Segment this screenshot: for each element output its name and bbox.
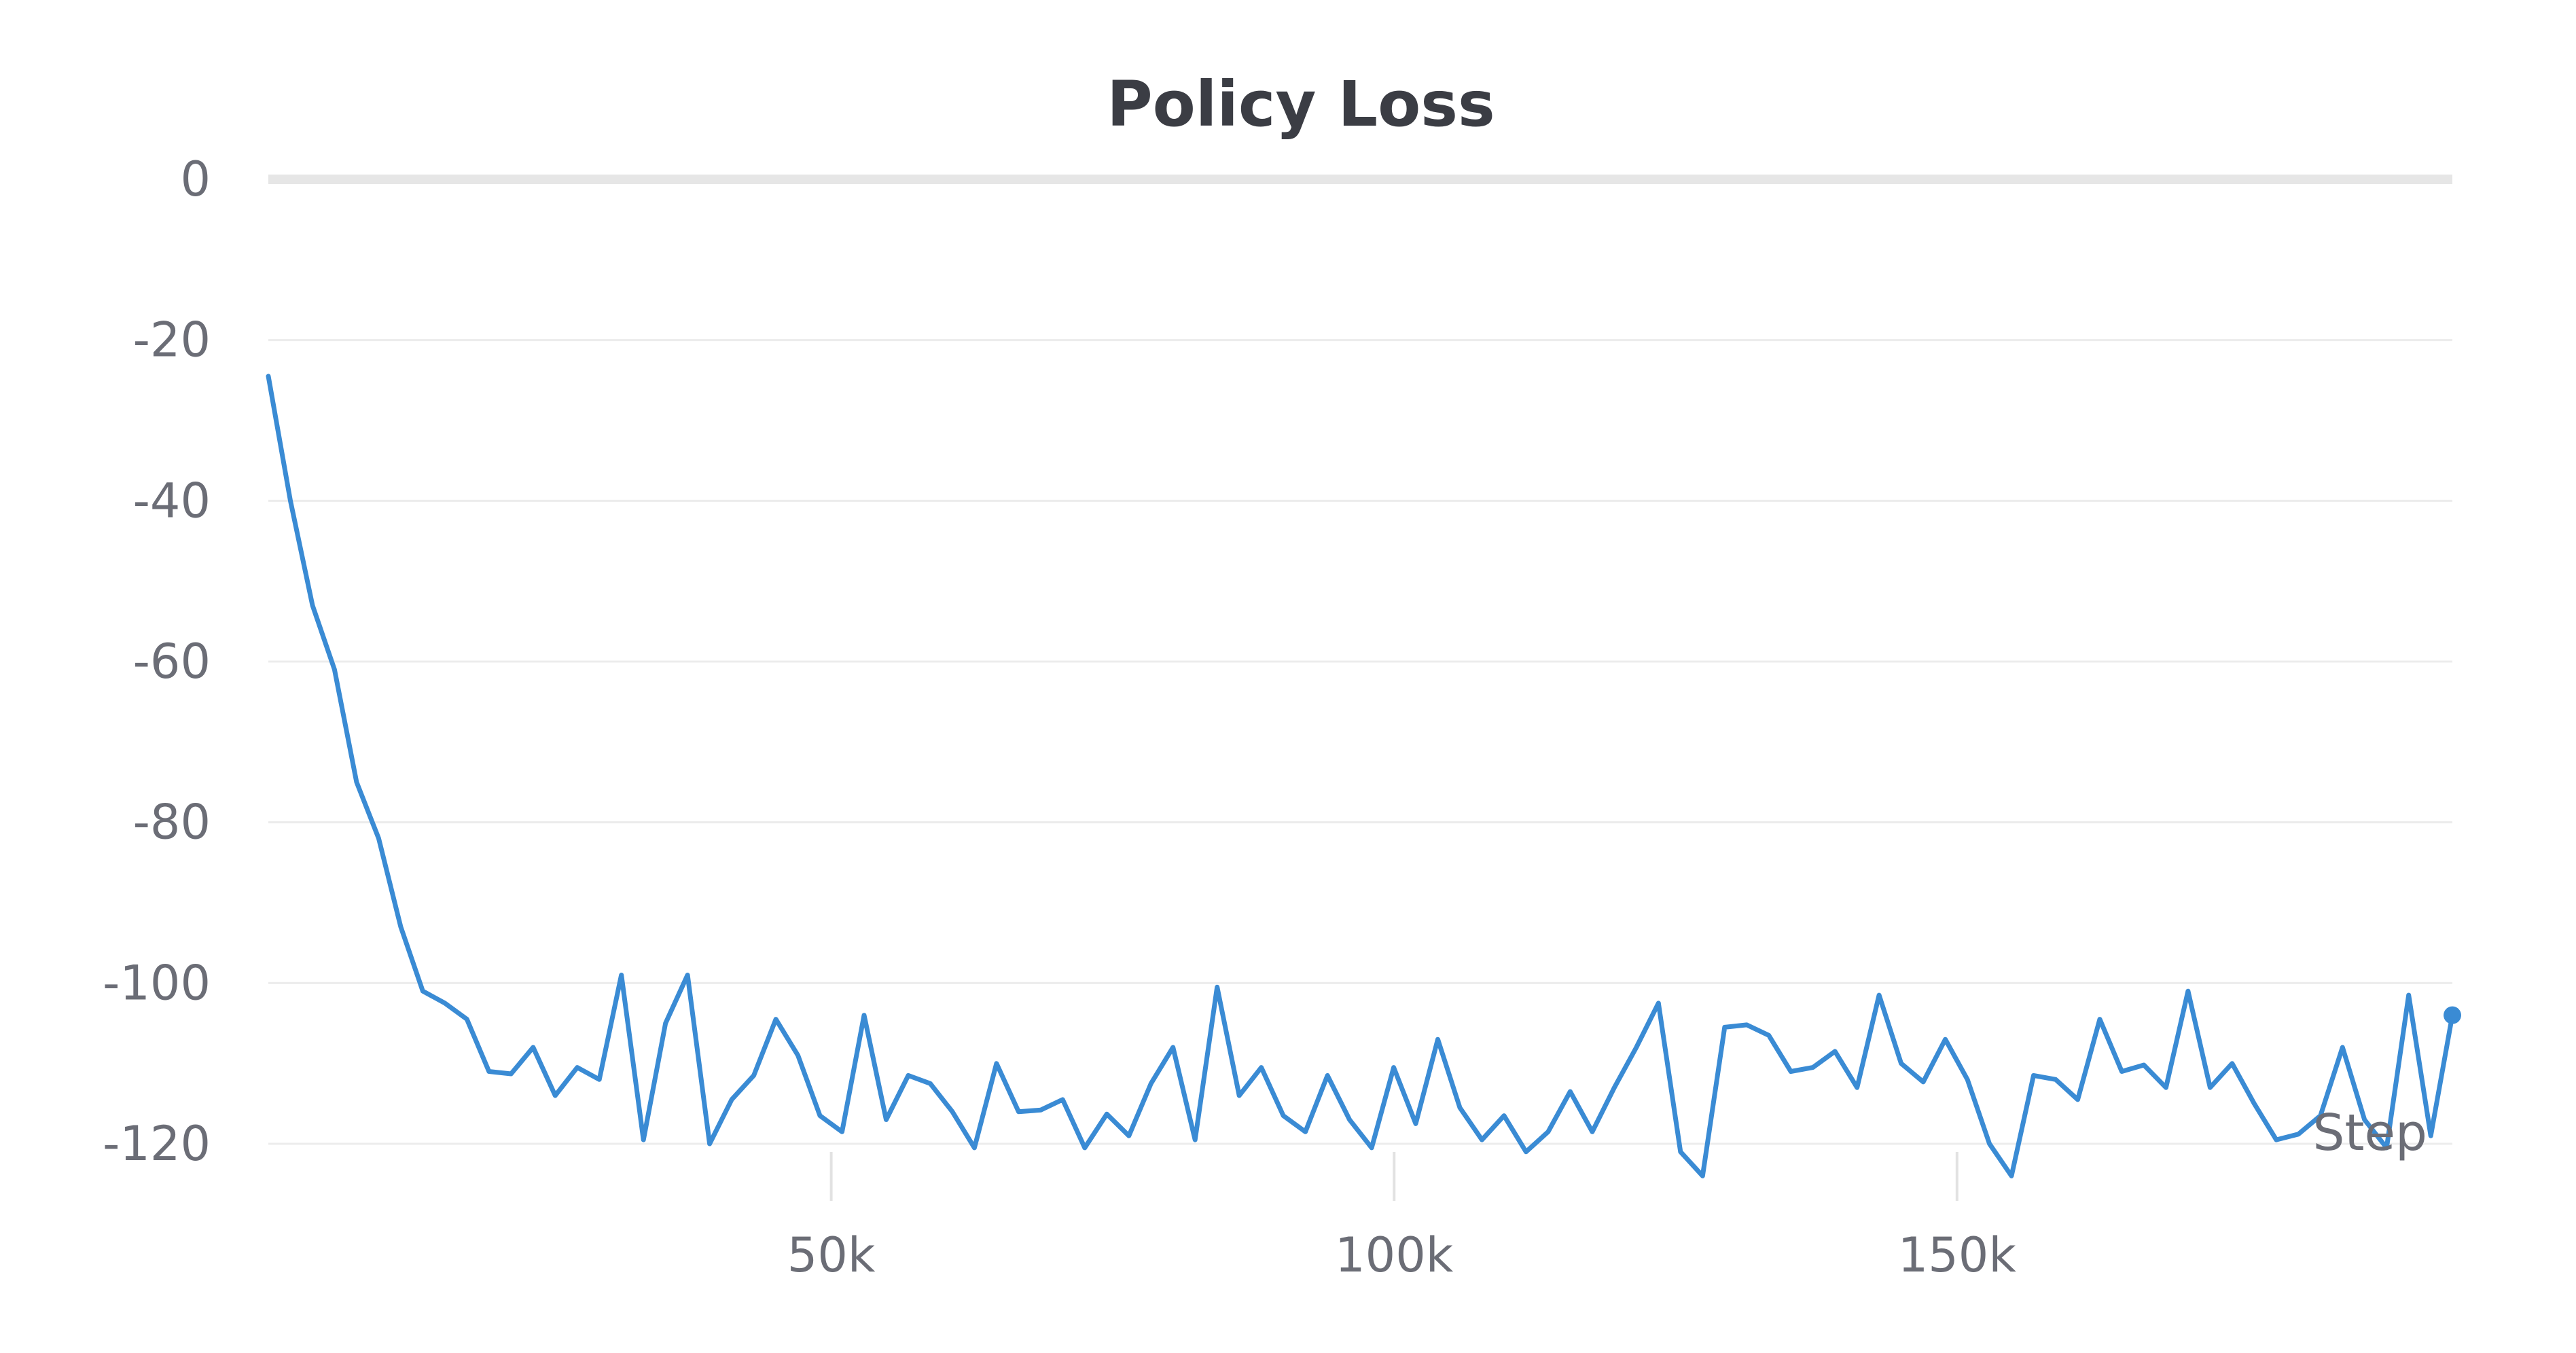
- x-axis-tick-labels: 50k 100k 150k: [787, 1227, 2017, 1283]
- y-tick-label-3: -60: [133, 634, 211, 689]
- series-end-point-0: [2444, 1006, 2461, 1024]
- y-tick-label-1: -20: [133, 312, 211, 368]
- y-tick-label-2: -40: [133, 473, 211, 528]
- y-tick-label-0: 0: [180, 151, 211, 207]
- x-tick-label-1: 100k: [1335, 1227, 1454, 1283]
- chart-title: Policy Loss: [1107, 68, 1495, 141]
- series-line-0: [266, 374, 2455, 1178]
- y-tick-label-4: -80: [133, 795, 211, 850]
- y-tick-label-5: -100: [103, 955, 211, 1011]
- y-tick-label-6: -120: [103, 1116, 211, 1172]
- x-tick-label-2: 150k: [1898, 1227, 2017, 1283]
- series-layer: [266, 374, 2461, 1178]
- grid-lines: [268, 175, 2452, 1145]
- x-axis-label: Step: [2313, 1104, 2428, 1162]
- x-tick-label-0: 50k: [787, 1227, 876, 1283]
- y-axis-tick-labels: 0 -20 -40 -60 -80 -100 -120: [103, 151, 211, 1172]
- x-axis-ticks: [829, 1152, 1958, 1201]
